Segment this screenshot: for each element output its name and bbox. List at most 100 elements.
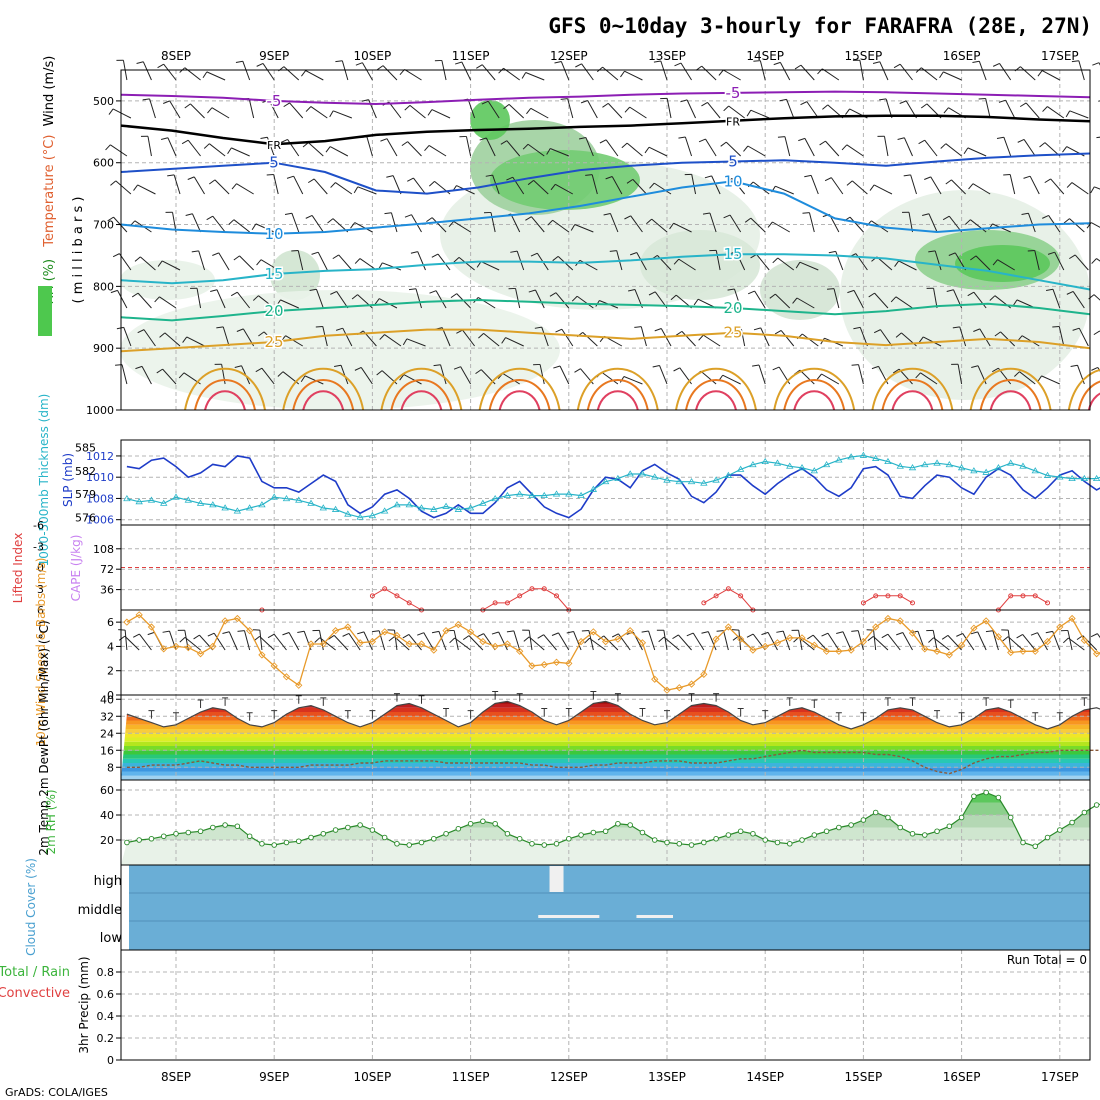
upper-wind-barb <box>587 100 598 119</box>
tick-label: 0 <box>107 689 114 702</box>
upper-wind-barb <box>487 100 500 119</box>
upper-wind-barb <box>162 368 177 385</box>
upper-wind-barb <box>214 179 230 195</box>
upper-wind-barb-flag <box>1091 366 1098 371</box>
upper-wind-barb-flag <box>800 101 808 106</box>
temp-band <box>121 775 1090 780</box>
wind-barb <box>139 633 152 651</box>
rh-point <box>529 841 535 847</box>
wind-barb-flag <box>282 632 290 636</box>
upper-wind-barb <box>386 138 398 157</box>
wind-speed-marker <box>381 628 389 636</box>
surface-isotherm <box>1087 392 1100 411</box>
rh-legend-swatch <box>38 286 52 336</box>
thickness-marker <box>380 507 389 514</box>
tick-label: 600 <box>93 157 114 170</box>
upper-wind-barb-flag <box>918 336 924 343</box>
slp-ticks: 1012 1010 1008 1006 585 582 579 576 <box>75 442 121 527</box>
upper-wind-barb-flag <box>157 260 163 267</box>
date-label-top: 14SEP <box>746 49 784 63</box>
upper-wind-barb-flag <box>380 138 388 142</box>
thickness-marker <box>454 505 463 512</box>
upper-wind-barb <box>366 136 373 157</box>
rh-point <box>381 834 388 841</box>
upper-wind-barb-flag <box>1098 100 1100 102</box>
upper-wind-barb-flag <box>334 364 342 368</box>
upper-wind-barb-flag <box>752 364 760 367</box>
upper-wind-barb-flag <box>648 291 656 296</box>
upper-wind-barb-flag <box>841 144 848 151</box>
rh-point <box>210 824 216 831</box>
thickness-marker <box>761 457 769 465</box>
upper-wind-barb <box>1093 294 1100 301</box>
thickness-marker <box>822 460 831 468</box>
upper-wind-barb <box>293 175 304 195</box>
upper-wind-barb <box>758 364 766 385</box>
thickness-marker <box>184 496 192 503</box>
upper-wind-barb <box>462 329 475 347</box>
tick-label: 20 <box>100 834 114 847</box>
wind-barb-flag <box>566 630 574 634</box>
wind-barb <box>543 634 557 651</box>
isotherm-label: -5 <box>267 92 282 110</box>
isotherm-15 <box>120 253 1091 291</box>
rh-point <box>872 809 879 816</box>
upper-wind-barb <box>975 255 991 271</box>
upper-wind-barb-flag <box>652 364 660 368</box>
upper-wind-barb <box>368 99 377 119</box>
surface-isotherm <box>478 367 561 411</box>
lifted-index-point <box>1045 600 1051 606</box>
upper-wind-barb <box>853 290 864 309</box>
wind-speed-marker <box>516 647 524 655</box>
date-label-top: 15SEP <box>845 49 883 63</box>
upper-wind-barb <box>700 370 717 385</box>
upper-wind-barb <box>329 146 349 157</box>
upper-wind-barb <box>485 137 496 157</box>
upper-wind-barb <box>431 217 447 233</box>
rh-point <box>296 838 302 845</box>
wind-speed-marker <box>651 675 659 683</box>
date-label-bottom: 11SEP <box>452 1070 490 1084</box>
upper-wind-barb <box>678 258 696 271</box>
tick-label: 500 <box>93 95 114 108</box>
wind-speed-marker <box>430 646 438 654</box>
upper-wind-barb-flag <box>851 364 859 366</box>
isotherm--5 <box>120 90 1091 106</box>
upper-wind-barb <box>772 221 791 233</box>
upper-wind-barb <box>186 336 205 347</box>
wind-speed-marker <box>577 637 585 646</box>
upper-wind-barb-flag <box>826 288 835 290</box>
upper-wind-barb-flag <box>410 251 418 254</box>
upper-wind-barb-flag <box>1014 371 1020 377</box>
temperature-lines <box>126 691 1100 775</box>
thickness-marker <box>614 474 622 482</box>
wind-barb <box>394 630 398 651</box>
surface-isotherm <box>891 390 934 411</box>
upper-wind-barb <box>851 180 868 195</box>
upper-wind-barb <box>561 328 574 347</box>
thickness-marker <box>515 490 524 497</box>
upper-wind-barb <box>997 259 1015 271</box>
upper-wind-barb <box>754 290 766 309</box>
upper-wind-barb-flag <box>920 103 928 109</box>
rh-point <box>1057 827 1063 833</box>
rh-point <box>418 839 425 846</box>
upper-wind-barb <box>701 65 717 81</box>
upper-wind-barb-flag <box>747 290 755 295</box>
upper-wind-barb <box>681 331 696 347</box>
wind-barb <box>798 637 815 651</box>
upper-wind-barb <box>285 335 304 347</box>
thickness-marker <box>160 499 168 506</box>
li-tick: -6 <box>33 519 44 532</box>
temp-band <box>121 724 1090 729</box>
upper-wind-barb <box>242 61 251 81</box>
upper-wind-barb-flag <box>453 366 461 370</box>
rh-point <box>553 841 560 847</box>
upper-wind-barb-flag <box>235 60 243 64</box>
wind-barb-flag <box>537 634 544 639</box>
upper-wind-barb <box>972 183 991 195</box>
tick-label: 1008 <box>86 492 114 505</box>
wind-barb <box>648 630 656 651</box>
upper-wind-barb-flag <box>330 182 336 188</box>
thickness-marker <box>172 493 180 500</box>
